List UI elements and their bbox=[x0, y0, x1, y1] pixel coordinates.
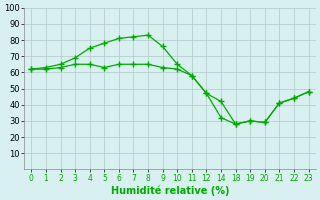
X-axis label: Humidité relative (%): Humidité relative (%) bbox=[111, 185, 229, 196]
